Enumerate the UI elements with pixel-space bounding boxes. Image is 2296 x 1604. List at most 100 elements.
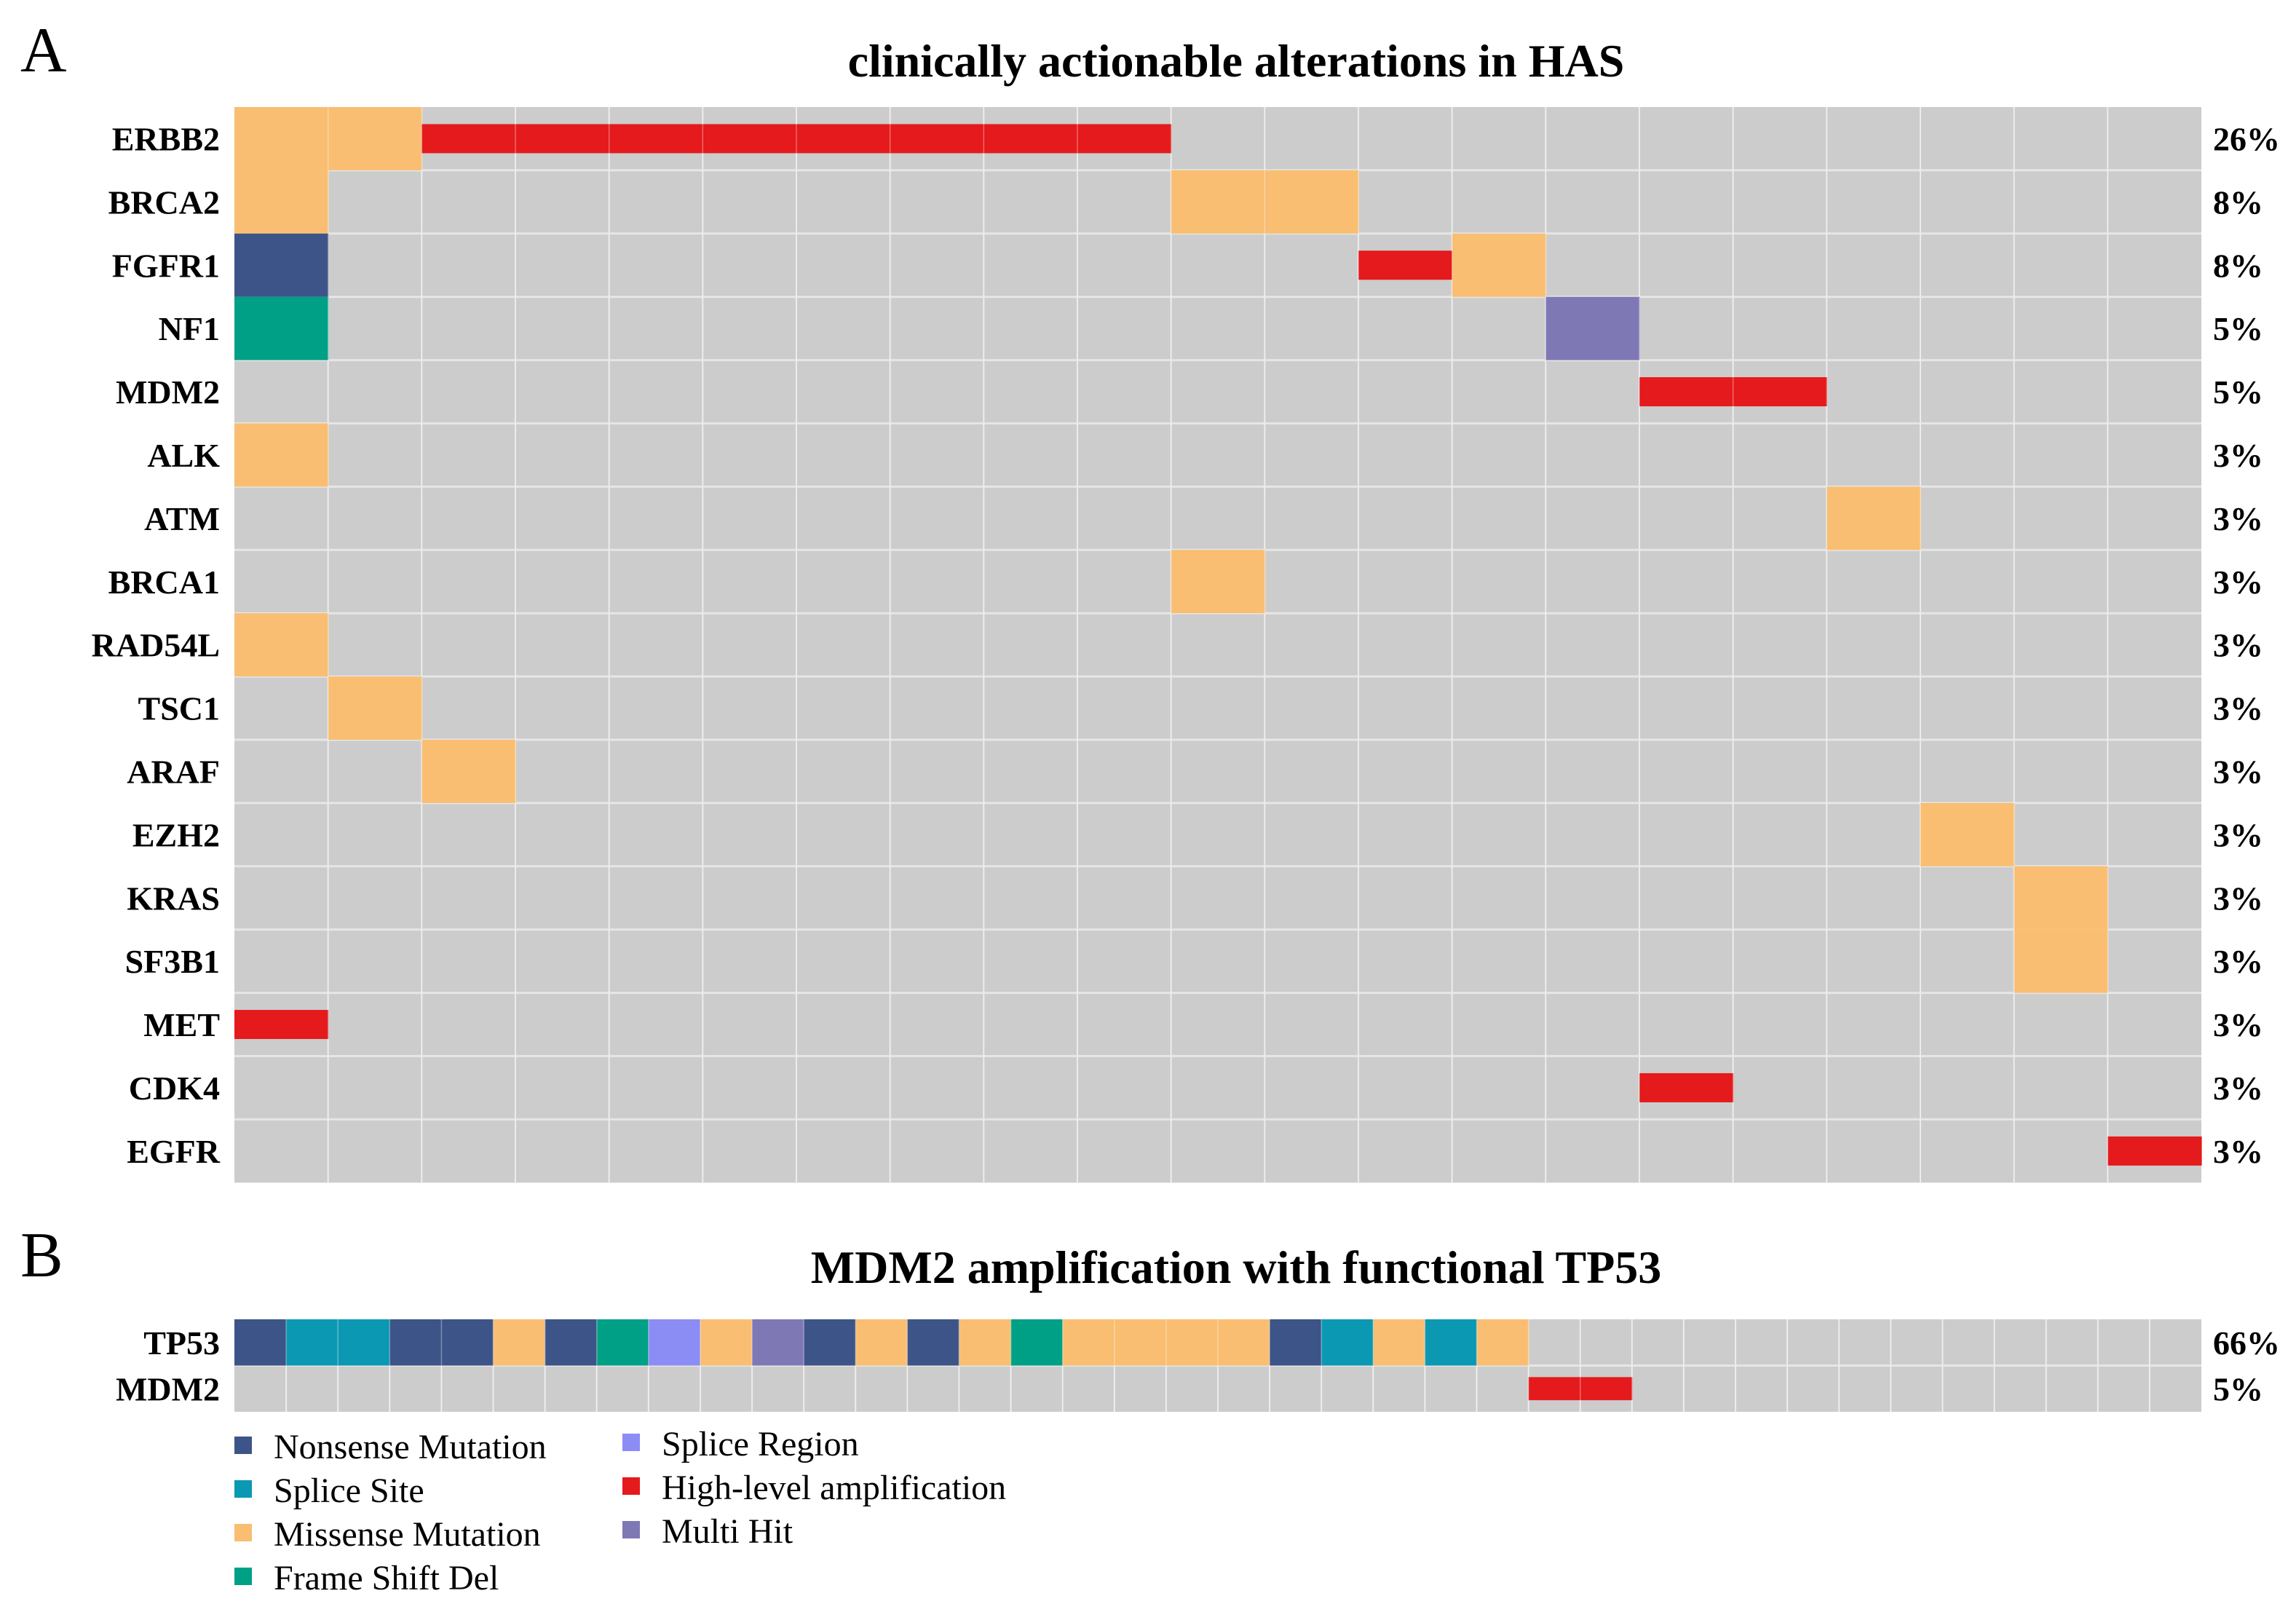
gene-label-tsc1: TSC1 — [138, 690, 220, 727]
legend-label-missense-mutation: Missense Mutation — [274, 1515, 541, 1554]
cell-nf1-sample-15-multi-hit — [1545, 296, 1640, 360]
cell-mdm2-sample-16-high-level-amplification — [1639, 377, 1734, 407]
cell-tp53-sample-24-splice-site — [1425, 1319, 1478, 1366]
gene-label-met: MET — [143, 1006, 220, 1043]
cell-tp53-sample-21-nonsense-mutation — [1270, 1319, 1322, 1366]
freq-label-araf: 3% — [2213, 753, 2263, 790]
cell-fgfr1-sample-13-high-level-amplification — [1358, 250, 1453, 280]
panel-a-gene-labels: ERBB2 BRCA2 FGFR1 NF1 MDM2 ALK ATM BRCA1 RAD54L T… — [92, 120, 221, 1169]
cell-mdm2-sample-26-high-level-amplification — [1528, 1377, 1581, 1401]
cell-erbb2-sample-5-high-level-amplification — [609, 124, 703, 154]
cell-tp53-sample-14-nonsense-mutation — [907, 1319, 960, 1366]
panel-b-gene-labels: TP53 MDM2 — [116, 1324, 220, 1408]
cell-brca1-sample-11-missense-mutation — [1171, 550, 1265, 614]
cell-ezh2-sample-19-missense-mutation — [1920, 802, 2015, 866]
gene-label-brca1: BRCA1 — [108, 564, 220, 601]
cell-mdm2-sample-17-high-level-amplification — [1733, 377, 1827, 407]
cell-tp53-sample-20-missense-mutation — [1218, 1319, 1270, 1366]
gene-label-brca2: BRCA2 — [108, 183, 220, 221]
cell-tp53-sample-12-nonsense-mutation — [804, 1319, 856, 1366]
cell-fgfr1-sample-14-missense-mutation — [1452, 233, 1546, 297]
cell-tp53-sample-1-nonsense-mutation — [234, 1319, 287, 1366]
cell-fgfr1-sample-1-nonsense-mutation — [234, 233, 329, 297]
cell-egfr-sample-21-high-level-amplification — [2107, 1136, 2202, 1166]
cell-nf1-sample-1-frame-shift-del — [234, 296, 329, 360]
gene-label-sf3b1: SF3B1 — [125, 943, 220, 980]
legend-label-splice-site: Splice Site — [274, 1471, 424, 1510]
legend-swatch-splice-site — [234, 1480, 252, 1498]
gene-label-tp53: TP53 — [143, 1324, 220, 1362]
legend-swatch-high-level-amplification — [622, 1477, 640, 1495]
freq-label-egfr: 3% — [2213, 1133, 2263, 1170]
legend-label-high-level-amplification: High-level amplification — [662, 1469, 1006, 1507]
cell-brca2-sample-12-missense-mutation — [1264, 170, 1359, 234]
freq-label-alk: 3% — [2213, 437, 2263, 474]
freq-label-mdm2: 5% — [2213, 1370, 2263, 1407]
cell-tp53-sample-3-splice-site — [338, 1319, 390, 1366]
gene-label-mdm2: MDM2 — [116, 374, 220, 411]
legend-label-splice-region: Splice Region — [662, 1425, 859, 1463]
gene-label-egfr: EGFR — [127, 1133, 221, 1170]
gene-label-ezh2: EZH2 — [132, 816, 220, 853]
cell-tp53-sample-6-missense-mutation — [493, 1319, 546, 1366]
cell-alk-sample-1-missense-mutation — [234, 423, 329, 487]
cell-tp53-sample-11-multi-hit — [752, 1319, 804, 1366]
gene-label-nf1: NF1 — [159, 310, 220, 347]
freq-label-rad54l: 3% — [2213, 627, 2263, 664]
freq-label-atm: 3% — [2213, 500, 2263, 537]
gene-label-fgfr1: FGFR1 — [112, 247, 220, 284]
cell-erbb2-sample-2-missense-mutation — [328, 107, 422, 170]
gene-label-kras: KRAS — [127, 880, 220, 917]
cell-erbb2-sample-10-high-level-amplification — [1077, 124, 1172, 154]
cell-cdk4-sample-16-high-level-amplification — [1639, 1072, 1734, 1102]
cell-erbb2-sample-6-high-level-amplification — [702, 124, 797, 154]
freq-label-mdm2: 5% — [2213, 374, 2263, 411]
freq-label-tsc1: 3% — [2213, 690, 2263, 727]
freq-label-fgfr1: 8% — [2213, 247, 2263, 284]
panel-b-alterations — [234, 1319, 2150, 1412]
panel-a-alterations — [234, 107, 2202, 1183]
cell-brca2-sample-11-missense-mutation — [1171, 170, 1265, 234]
cell-tp53-sample-17-missense-mutation — [1062, 1319, 1115, 1366]
panel-b-title: MDM2 amplification with functional TP53 — [811, 1241, 1662, 1293]
cell-tsc1-sample-2-missense-mutation — [328, 676, 422, 740]
freq-label-brca2: 8% — [2213, 183, 2263, 221]
legend-swatch-multi-hit — [622, 1521, 640, 1538]
panel-b-frequency-labels: 66%5% — [2213, 1324, 2280, 1408]
cell-rad54l-sample-1-missense-mutation — [234, 613, 329, 677]
legend-label-frame-shift-del: Frame Shift Del — [274, 1559, 499, 1597]
gene-label-alk: ALK — [147, 437, 220, 474]
cell-tp53-sample-22-splice-site — [1321, 1319, 1374, 1366]
cell-tp53-sample-15-missense-mutation — [959, 1319, 1012, 1366]
cell-tp53-sample-10-missense-mutation — [700, 1319, 753, 1366]
freq-label-nf1: 5% — [2213, 310, 2263, 347]
gene-label-cdk4: CDK4 — [129, 1070, 220, 1107]
legend-swatch-splice-region — [622, 1434, 640, 1451]
gene-label-erbb2: ERBB2 — [112, 120, 220, 157]
cell-erbb2-sample-4-high-level-amplification — [515, 124, 610, 154]
cell-atm-sample-18-missense-mutation — [1826, 486, 1921, 550]
cell-met-sample-1-high-level-amplification — [234, 1010, 329, 1040]
cell-kras-sample-20-missense-mutation — [2014, 866, 2108, 930]
freq-label-brca1: 3% — [2213, 564, 2263, 601]
panel-a-title: clinically actionable alterations in HAS — [848, 35, 1625, 87]
cell-araf-sample-3-missense-mutation — [421, 740, 516, 803]
cell-tp53-sample-5-nonsense-mutation — [441, 1319, 494, 1366]
freq-label-sf3b1: 3% — [2213, 943, 2263, 980]
freq-label-erbb2: 26% — [2213, 120, 2280, 157]
panel-a: A clinically actionable alterations in H… — [20, 15, 2280, 1183]
legend-label-multi-hit: Multi Hit — [662, 1512, 793, 1551]
panel-a-frequency-labels: 26% 8% 8% 5% 5% 3% 3% 3% 3% 3% 3% 3% 3% 3% 3% 3% 3% — [2213, 120, 2280, 1169]
cell-erbb2-sample-7-high-level-amplification — [796, 124, 891, 154]
cell-tp53-sample-7-nonsense-mutation — [545, 1319, 598, 1366]
cell-tp53-sample-25-missense-mutation — [1476, 1319, 1529, 1366]
freq-label-met: 3% — [2213, 1006, 2263, 1043]
gene-label-araf: ARAF — [127, 753, 220, 790]
legend-label-nonsense-mutation: Nonsense Mutation — [274, 1428, 547, 1466]
panel-b-letter: B — [20, 1220, 63, 1291]
legend-swatch-frame-shift-del — [234, 1568, 252, 1585]
cell-erbb2-sample-9-high-level-amplification — [983, 124, 1078, 154]
cell-tp53-sample-16-frame-shift-del — [1010, 1319, 1064, 1366]
freq-label-cdk4: 3% — [2213, 1070, 2263, 1107]
